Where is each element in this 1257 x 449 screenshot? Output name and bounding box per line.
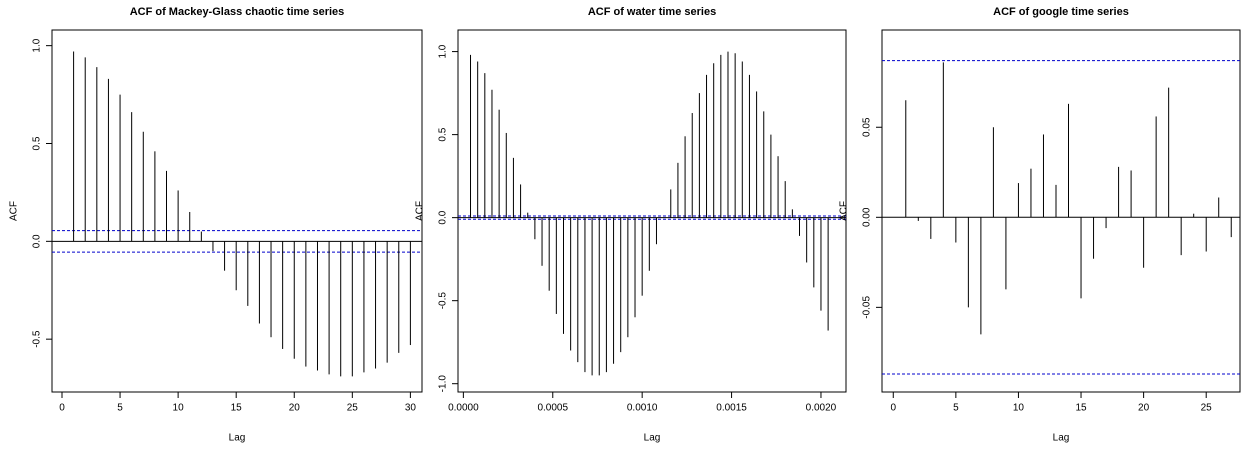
panel: ACF of Mackey-Glass chaotic time series L… — [9, 6, 423, 444]
x-tick-label: 20 — [289, 403, 301, 414]
x-tick-label: 0.0020 — [806, 403, 837, 414]
x-tick-label: 30 — [405, 403, 417, 414]
x-tick-label: 0.0010 — [627, 403, 658, 414]
x-tick-label: 25 — [347, 403, 359, 414]
x-tick-label: 0.0000 — [448, 403, 479, 414]
x-tick-label: 10 — [173, 403, 185, 414]
plot-frame — [881, 29, 1241, 393]
y-tick-label: -1.0 — [438, 375, 449, 393]
x-tick-label: 0.0005 — [537, 403, 568, 414]
x-tick-label: 10 — [1013, 403, 1025, 414]
y-axis-label: ACF — [415, 201, 426, 221]
chart-title: ACF of google time series — [993, 6, 1129, 18]
x-tick-label: 20 — [1138, 403, 1150, 414]
x-axis-label: Lag — [1053, 433, 1070, 444]
x-tick-label: 0 — [59, 403, 65, 414]
y-tick-label: 0.0 — [438, 210, 449, 224]
y-axis-label: ACF — [839, 201, 850, 221]
x-tick-label: 5 — [953, 403, 959, 414]
y-tick-label: -0.05 — [862, 296, 873, 319]
chart-title: ACF of Mackey-Glass chaotic time series — [130, 6, 345, 18]
x-tick-label: 25 — [1201, 403, 1213, 414]
x-tick-label: 0 — [890, 403, 896, 414]
y-tick-label: 0.00 — [862, 207, 873, 227]
y-tick-label: 0.05 — [862, 117, 873, 137]
y-axis-label: ACF — [9, 201, 20, 221]
y-tick-label: 0.5 — [438, 127, 449, 141]
y-tick-label: 1.0 — [32, 38, 43, 52]
chart-title: ACF of water time series — [588, 6, 716, 18]
plot-frame — [51, 29, 423, 393]
x-tick-label: 15 — [1075, 403, 1087, 414]
y-tick-label: 0.5 — [32, 136, 43, 150]
panel: ACF of google time series Lag ACF 0 5 10 15 20 2… — [839, 6, 1241, 444]
x-axis-label: Lag — [644, 433, 661, 444]
x-tick-label: 15 — [231, 403, 243, 414]
x-tick-label: 5 — [117, 403, 123, 414]
y-tick-label: 0.0 — [32, 234, 43, 248]
y-tick-label: -0.5 — [32, 330, 43, 348]
plot-frame — [457, 29, 847, 393]
y-tick-label: 1.0 — [438, 44, 449, 58]
x-tick-label: 0.0015 — [716, 403, 747, 414]
y-tick-label: -0.5 — [438, 292, 449, 310]
x-axis-label: Lag — [229, 433, 246, 444]
